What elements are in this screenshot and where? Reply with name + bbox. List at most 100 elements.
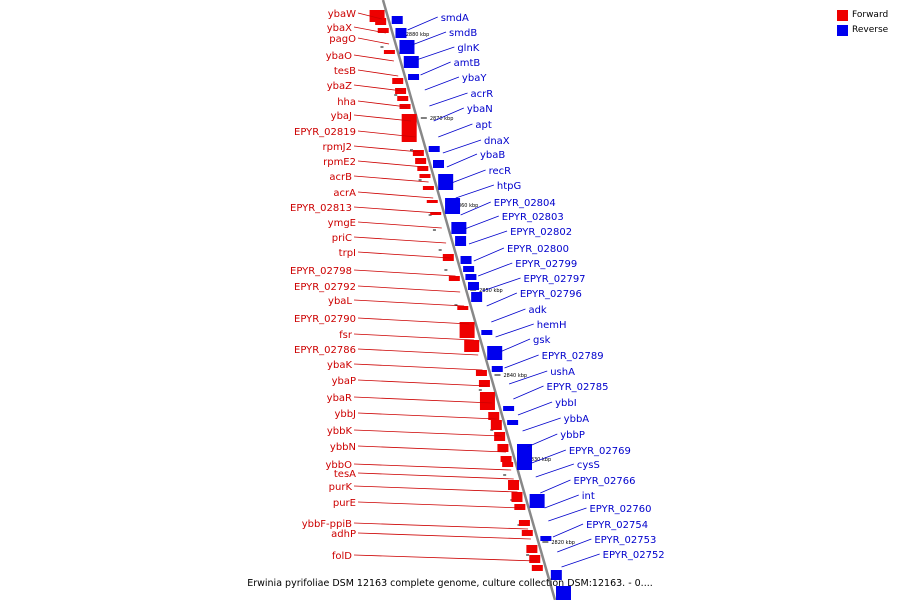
forward-gene-label: acrA [333, 188, 356, 199]
forward-gene-block [502, 462, 514, 467]
reverse-gene-leader [544, 494, 579, 509]
kbp-tick-label: 2850 kbp [479, 288, 503, 294]
forward-gene-leader [357, 221, 442, 229]
reverse-gene-leader [504, 354, 539, 369]
forward-gene-label: fsr [339, 330, 353, 341]
kbp-tick-label: 2840 kbp [504, 373, 528, 379]
reverse-gene-block [399, 40, 415, 54]
forward-gene-block [419, 174, 431, 178]
kbp-tick-label: 2820 kbp [551, 540, 575, 546]
reverse-gene-leader [508, 370, 548, 385]
forward-gene-block [392, 78, 404, 84]
forward-gene-label: ybbN [330, 442, 356, 453]
reverse-gene-leader [464, 215, 499, 230]
forward-gene-leader [357, 100, 408, 108]
forward-gene-leader [353, 396, 492, 404]
legend-reverse: Reverse [837, 24, 888, 36]
reverse-gene-label: EPYR_02785 [547, 382, 609, 393]
forward-gene-label: ybaO [326, 51, 352, 62]
forward-gene-label: trpI [339, 248, 356, 259]
reverse-gene-block [517, 444, 533, 470]
forward-gene-label: EPYR_02798 [290, 266, 352, 277]
reverse-gene-leader [468, 230, 508, 245]
forward-gene-label: acrB [329, 172, 352, 183]
forward-gene-leader [357, 412, 497, 420]
reverse-gene-block [403, 56, 419, 68]
forward-gene-block [529, 555, 541, 563]
forward-gene-label: purE [333, 498, 356, 509]
legend: Forward Reverse [837, 9, 888, 39]
forward-swatch [837, 9, 848, 21]
forward-gene-block [397, 96, 409, 101]
forward-gene-block [417, 166, 429, 171]
reverse-gene-leader [420, 61, 451, 76]
forward-gene-leader [357, 160, 425, 168]
reverse-gene-block [529, 494, 545, 508]
forward-gene-leader [357, 285, 461, 293]
forward-gene-leader [353, 145, 421, 153]
reverse-gene-leader [473, 247, 505, 262]
forward-gene-leader [357, 445, 507, 453]
reverse-gene-label: ybbP [560, 430, 585, 441]
forward-gene-block [479, 392, 495, 410]
forward-gene-block [531, 565, 543, 571]
forward-gene-label: ybaR [327, 393, 352, 404]
reverse-gene-leader [517, 401, 553, 416]
forward-gene-leader [357, 130, 416, 138]
forward-gene-leader [353, 175, 429, 183]
forward-gene-block [412, 150, 424, 156]
reverse-gene-leader [495, 323, 534, 338]
reverse-gene-block [555, 586, 571, 600]
reverse-gene-block [408, 74, 420, 80]
forward-gene-label: ybbK [327, 426, 353, 437]
forward-gene-label: rpmJ2 [322, 142, 352, 153]
reverse-gene-label: htpG [497, 181, 521, 192]
reverse-gene-label: EPYR_02766 [573, 476, 635, 487]
forward-gene-leader [353, 363, 483, 371]
forward-gene-block [415, 158, 427, 164]
reverse-gene-label: EPYR_02760 [589, 504, 651, 515]
forward-gene-block [514, 504, 526, 510]
reverse-gene-label: apt [475, 120, 491, 131]
forward-gene-leader [357, 472, 514, 480]
reverse-gene-leader [411, 31, 447, 46]
forward-gene-label: folD [332, 551, 352, 562]
reverse-gene-label: EPYR_02789 [542, 351, 604, 362]
reverse-gene-leader [561, 553, 600, 568]
reverse-gene-label: dnaX [484, 136, 510, 147]
reverse-gene-block [455, 236, 467, 246]
reverse-gene-leader [442, 139, 482, 154]
reverse-gene-block [487, 346, 503, 360]
forward-gene-label: EPYR_02786 [294, 345, 356, 356]
forward-gene-block [459, 322, 475, 338]
forward-gene-leader [357, 69, 399, 77]
reverse-gene-label: EPYR_02769 [569, 446, 631, 457]
caption: Erwinia pyrifoliae DSM 12163 complete ge… [247, 578, 653, 589]
legend-reverse-label: Reverse [852, 25, 889, 35]
reverse-gene-label: recR [489, 166, 512, 177]
forward-gene-leader [357, 251, 451, 259]
reverse-gene-label: smdB [449, 28, 477, 39]
forward-gene-label: adhP [331, 529, 356, 540]
reverse-gene-block [460, 256, 472, 264]
reverse-gene-leader [535, 463, 575, 478]
reverse-gene-label: adk [528, 305, 546, 316]
reverse-gene-label: amtB [454, 58, 481, 69]
reverse-gene-leader [548, 507, 587, 522]
reverse-gene-block [463, 266, 475, 272]
forward-gene-leader [353, 206, 438, 214]
legend-forward: Forward [837, 9, 888, 21]
forward-gene-leader [353, 299, 465, 307]
forward-gene-block [457, 306, 469, 310]
kbp-tick-label: 2870 kbp [430, 116, 454, 122]
forward-gene-label: ybaL [328, 296, 352, 307]
forward-gene-block [401, 114, 417, 142]
reverse-gene-leader [433, 107, 464, 122]
reverse-gene-label: EPYR_02802 [510, 227, 572, 238]
forward-gene-block [422, 186, 434, 190]
forward-gene-leader [357, 12, 382, 20]
forward-gene-leader [353, 463, 512, 471]
forward-gene-block [521, 530, 533, 536]
reverse-gene-leader [438, 123, 473, 138]
reverse-gene-block [540, 536, 552, 541]
